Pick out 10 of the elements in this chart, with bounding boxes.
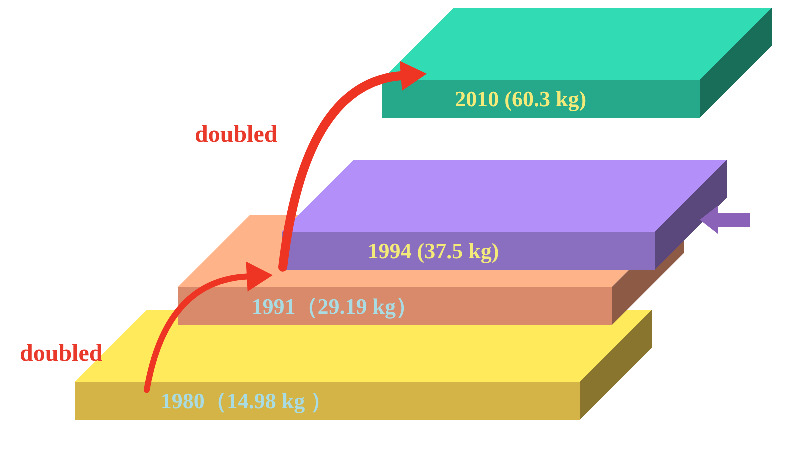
text: doubled: [195, 122, 278, 148]
category-label: 1991: [252, 294, 296, 319]
category-label: 2010: [455, 86, 500, 112]
data-label: （29.19 kg）: [296, 294, 418, 319]
data-label: （14.98 kg ）: [204, 388, 333, 414]
category-label: 1994: [368, 238, 412, 264]
data-label: (60.3 kg): [499, 86, 587, 112]
data-label: (37.5 kg): [412, 238, 500, 264]
text: doubled: [20, 341, 104, 367]
category-label: 1980: [160, 388, 205, 414]
